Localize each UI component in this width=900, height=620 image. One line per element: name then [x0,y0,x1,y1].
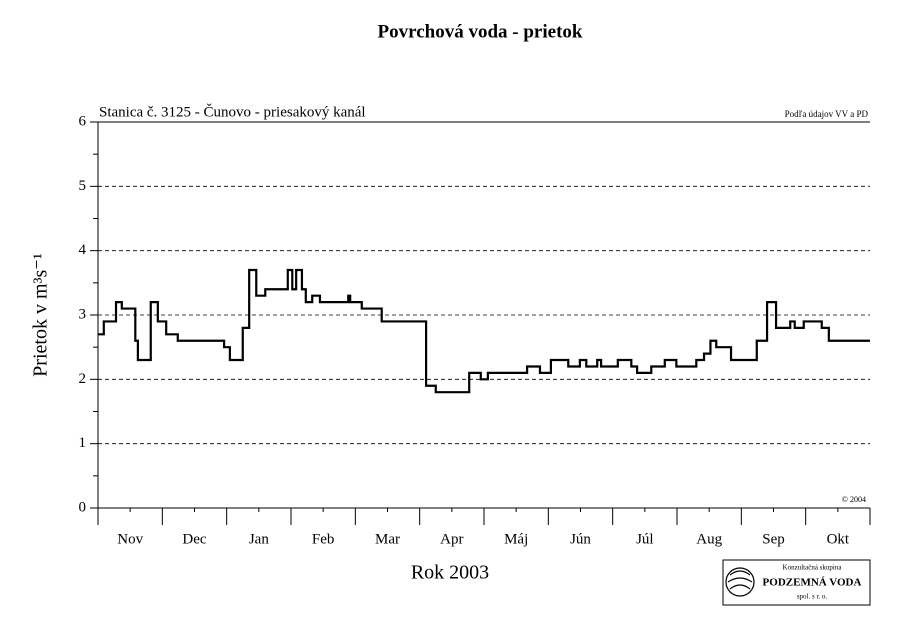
y-axis-label: Prietok v m³s⁻¹ [30,253,52,377]
x-tick-label: Sep [762,531,785,547]
x-tick-label: Apr [440,531,463,547]
logo-line3: spol. s r. o. [797,593,828,601]
y-tick-label: 3 [79,306,87,322]
flow-line [98,268,870,394]
y-tick-label: 5 [79,178,87,194]
x-tick-label: Okt [827,531,850,547]
logo-box [722,559,871,606]
y-tick-label: 1 [79,435,87,451]
logo: Konzultačná skupina PODZEMNÁ VODA spol. … [722,559,871,606]
logo-line1: Konzultačná skupina [783,564,843,572]
x-tick-label: Jún [570,531,591,547]
x-tick-label: Feb [312,531,335,547]
chart-title: Povrchová voda - prietok [378,21,583,42]
x-tick-label: Nov [117,531,143,547]
y-tick-label: 0 [79,499,87,515]
x-tick-label: Máj [504,531,528,547]
logo-line2: PODZEMNÁ VODA [763,577,862,589]
y-tick-label: 6 [79,113,87,129]
logo-icon [725,567,755,597]
x-tick-label: Júl [636,531,654,547]
x-tick-label: Aug [696,531,722,547]
y-tick-label: 2 [79,371,87,387]
source: Podľa údajov VV a PD [785,109,869,119]
copyright: © 2004 [842,495,866,504]
y-tick-label: 4 [79,242,87,258]
x-tick-label: Dec [182,531,206,547]
x-axis-label: Rok 2003 [411,562,489,584]
x-tick-label: Jan [249,531,269,547]
x-tick-label: Mar [375,531,400,547]
subtitle: Stanica č. 3125 - Čunovo - priesakový ka… [99,103,366,120]
